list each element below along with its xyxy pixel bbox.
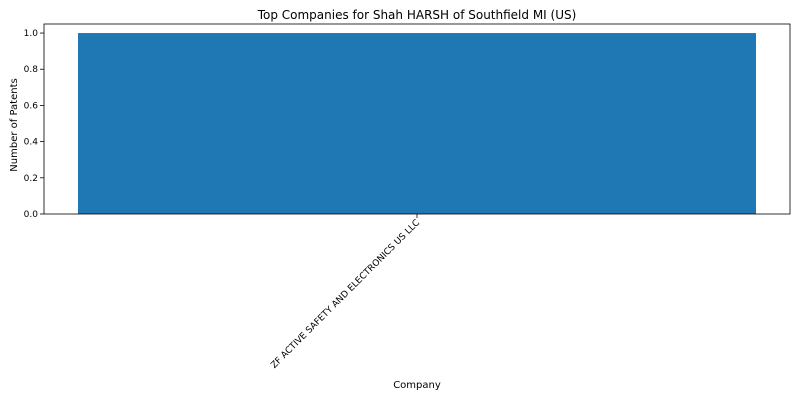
y-tick-label: 0.0: [24, 210, 39, 220]
x-axis-ticks: ZF ACTIVE SAFETY AND ELECTRONICS US LLC: [269, 214, 422, 371]
y-axis-label: Number of Patents: [9, 78, 20, 171]
y-tick-label: 0.8: [24, 65, 39, 75]
bar: [78, 33, 756, 214]
y-tick-label: 0.2: [24, 174, 38, 184]
y-tick-label: 0.6: [24, 101, 39, 111]
y-axis-ticks: 0.0 0.2 0.4 0.6 0.8 1.0: [24, 29, 44, 220]
x-axis-label: Company: [393, 380, 441, 391]
y-tick-label: 0.4: [24, 138, 39, 148]
x-tick-label: ZF ACTIVE SAFETY AND ELECTRONICS US LLC: [269, 218, 422, 371]
chart-title: Top Companies for Shah HARSH of Southfie…: [257, 8, 577, 22]
y-tick-label: 1.0: [24, 29, 39, 39]
bars: [78, 33, 756, 214]
